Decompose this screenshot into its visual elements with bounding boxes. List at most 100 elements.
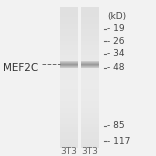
Bar — [81, 102, 99, 104]
Bar — [60, 11, 78, 13]
Bar — [81, 65, 99, 66]
Bar — [81, 51, 99, 53]
Bar — [60, 79, 78, 82]
Bar — [81, 99, 99, 101]
Bar — [60, 125, 78, 127]
Bar — [81, 61, 99, 62]
Bar — [81, 93, 99, 95]
Bar — [81, 134, 99, 136]
Bar — [81, 113, 99, 115]
Bar — [81, 115, 99, 117]
Bar — [60, 25, 78, 27]
Bar — [60, 29, 78, 31]
Bar — [81, 41, 99, 43]
Bar — [81, 139, 99, 141]
Bar — [60, 137, 78, 139]
Text: (kD): (kD) — [107, 12, 126, 21]
Bar — [60, 83, 78, 85]
Bar — [81, 64, 99, 65]
Bar — [60, 127, 78, 129]
Bar — [60, 104, 78, 106]
Bar — [60, 129, 78, 131]
Bar — [81, 18, 99, 20]
Bar — [81, 143, 99, 145]
Bar — [60, 62, 78, 63]
Bar — [60, 113, 78, 115]
Bar — [60, 65, 78, 66]
Bar — [81, 67, 99, 68]
Bar — [60, 53, 78, 55]
Bar — [60, 46, 78, 48]
Bar — [81, 22, 99, 24]
Bar — [81, 79, 99, 82]
Bar — [81, 129, 99, 131]
Bar — [60, 102, 78, 104]
Bar — [81, 15, 99, 17]
Bar — [81, 118, 99, 120]
Bar — [60, 43, 78, 45]
Bar — [60, 116, 78, 118]
Text: 3T3: 3T3 — [61, 147, 78, 156]
Bar — [81, 122, 99, 124]
Bar — [81, 7, 99, 10]
Bar — [81, 37, 99, 39]
Bar — [60, 139, 78, 141]
Bar — [60, 36, 78, 38]
Bar — [60, 60, 78, 62]
Bar — [81, 65, 99, 67]
Bar — [81, 90, 99, 92]
Bar — [81, 44, 99, 46]
Bar — [60, 15, 78, 17]
Bar — [81, 85, 99, 87]
Bar — [60, 123, 78, 125]
Bar — [81, 29, 99, 31]
Bar — [60, 81, 78, 83]
Bar — [81, 63, 99, 64]
Bar — [81, 111, 99, 113]
Bar — [81, 64, 99, 66]
Bar — [81, 88, 99, 90]
Bar — [60, 90, 78, 92]
Bar — [81, 132, 99, 134]
Bar — [60, 69, 78, 71]
Bar — [60, 134, 78, 136]
Bar — [60, 23, 78, 25]
Bar — [81, 107, 99, 110]
Bar — [81, 86, 99, 89]
Bar — [81, 71, 99, 73]
Bar — [60, 99, 78, 101]
Bar — [60, 88, 78, 90]
Bar — [60, 118, 78, 120]
Bar — [60, 61, 78, 62]
Bar — [81, 34, 99, 36]
Bar — [81, 67, 99, 69]
Bar — [81, 55, 99, 57]
Bar — [60, 95, 78, 97]
Bar — [81, 74, 99, 76]
Bar — [81, 144, 99, 146]
Bar — [60, 115, 78, 117]
Bar — [60, 50, 78, 52]
Bar — [60, 100, 78, 103]
Bar — [81, 58, 99, 60]
Bar — [81, 81, 99, 83]
Bar — [81, 136, 99, 138]
Bar — [81, 116, 99, 118]
Bar — [81, 97, 99, 99]
Bar — [60, 65, 78, 67]
Bar — [60, 106, 78, 108]
Bar — [60, 16, 78, 18]
Bar — [60, 20, 78, 22]
Bar — [60, 136, 78, 138]
Bar — [81, 62, 99, 63]
Bar — [60, 65, 78, 66]
Bar — [60, 93, 78, 95]
Text: - 26: - 26 — [107, 37, 124, 46]
Bar — [60, 78, 78, 80]
Bar — [60, 32, 78, 34]
Bar — [60, 58, 78, 60]
Bar — [81, 36, 99, 38]
Bar — [81, 50, 99, 52]
Bar — [60, 30, 78, 32]
Text: 3T3: 3T3 — [82, 147, 99, 156]
